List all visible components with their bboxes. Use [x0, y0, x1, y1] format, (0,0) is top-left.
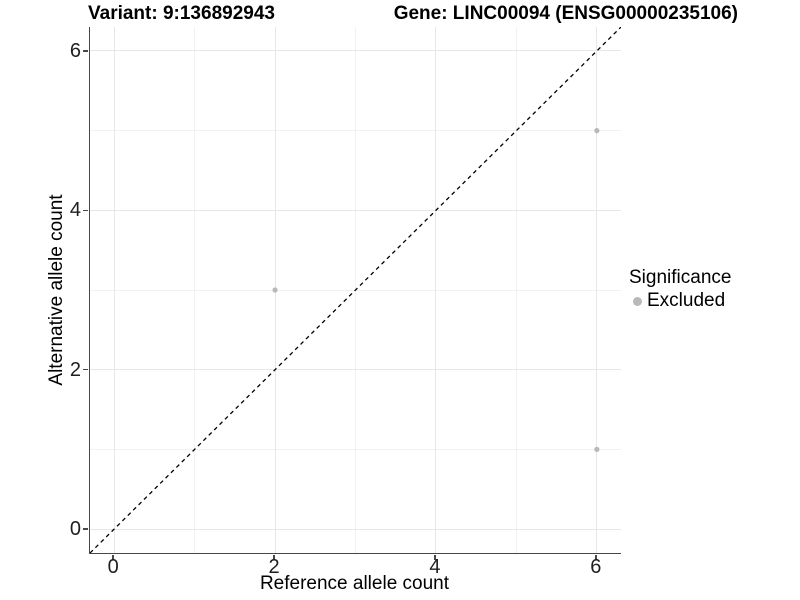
x-axis-title: Reference allele count: [259, 573, 450, 594]
legend-point-icon: [633, 296, 642, 306]
y-tick: [82, 528, 88, 530]
x-tick: [112, 554, 114, 560]
y-tick: [82, 209, 88, 212]
x-tick: [595, 554, 597, 560]
x-tick-label: 0: [107, 556, 119, 578]
plot-draw-layer: [90, 27, 621, 553]
y-tick: [82, 368, 88, 371]
gridline-y-major: [90, 528, 621, 530]
x-tick-label: 2: [268, 556, 280, 578]
x-tick-label: 4: [429, 556, 441, 578]
legend-item-excluded: Excluded: [629, 290, 779, 312]
gridline-y-major: [90, 369, 621, 371]
y-tick-label: 6: [69, 39, 81, 62]
gridline-x-major: [113, 27, 115, 553]
y-tick-label: 4: [69, 199, 81, 222]
gridline-y-minor: [90, 130, 621, 132]
x-tick-label: 6: [590, 556, 602, 578]
y-axis-title: Alternative allele count: [46, 194, 67, 386]
x-tick: [434, 554, 436, 560]
legend-title: Significance: [629, 267, 732, 288]
data-point: [272, 287, 278, 293]
legend-label-excluded: Excluded: [647, 290, 726, 311]
plot-title-variant: Variant: 9:136892943: [88, 3, 275, 24]
data-point: [594, 128, 600, 134]
gridline-y-major: [90, 209, 621, 211]
gridline-y-minor: [90, 448, 621, 450]
y-tick: [82, 50, 88, 52]
data-point: [594, 446, 600, 452]
plot-panel: [89, 27, 621, 554]
legend: Significance Excluded: [629, 267, 779, 312]
gridline-y-major: [90, 50, 621, 52]
identity-line: [90, 27, 621, 553]
y-tick-label: 2: [69, 358, 81, 381]
y-tick-label: 0: [69, 518, 81, 541]
gridline-x-major: [435, 27, 437, 553]
plot-title-gene: Gene: LINC00094 (ENSG00000235106): [393, 3, 738, 24]
x-tick: [273, 554, 275, 560]
gridline-x-major: [596, 27, 598, 553]
